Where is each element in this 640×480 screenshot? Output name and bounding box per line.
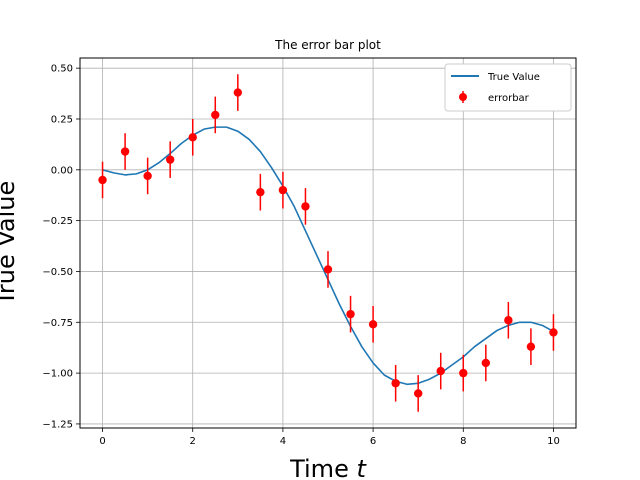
plot-area (80, 58, 576, 428)
y-axis-ticks: 0.50 0.25 0.00 −0.25 −0.50 −0.75 −1.00 −1.25 (42, 64, 80, 430)
errorbar-point (165, 155, 175, 164)
errorbar-point (278, 185, 288, 195)
errorbar-point (549, 328, 558, 337)
plot-frame (79, 57, 577, 429)
legend: True Value errorbar (444, 63, 572, 112)
errorbar-point (323, 265, 333, 274)
x-axis-label-variable: t (356, 455, 367, 480)
errorbar-point (391, 379, 400, 388)
chart-title: The error bar plot (274, 38, 381, 52)
y-tick-label: 0.00 (51, 165, 73, 176)
x-tick-label: 6 (370, 436, 376, 447)
errorbar-point (526, 342, 536, 351)
errorbar-point (413, 389, 423, 398)
y-tick-label: −1.00 (42, 369, 73, 380)
y-axis-label: True Value (0, 181, 20, 307)
y-tick-label: −0.75 (42, 318, 73, 329)
x-axis-label-main: Time (289, 455, 356, 480)
y-tick-label: 0.50 (51, 64, 73, 75)
errorbar-point (368, 320, 378, 329)
errorbar-point (120, 147, 130, 156)
errorbar-points (98, 74, 558, 412)
y-tick-label: −0.25 (42, 216, 73, 227)
x-tick-label: 10 (547, 436, 560, 447)
errorbar-point (98, 175, 107, 185)
x-tick-label: 0 (99, 436, 105, 447)
y-tick-label: −1.25 (42, 419, 73, 430)
errorbar-point (301, 202, 310, 211)
legend-label-true-value: True Value (487, 72, 540, 83)
errorbar-point (188, 133, 197, 142)
legend-marker-swatch (459, 93, 467, 101)
y-tick-label: −0.50 (42, 267, 73, 278)
legend-label-errorbar: errorbar (488, 93, 530, 104)
errorbar-point (256, 187, 265, 197)
errorbar-point (504, 316, 513, 325)
x-tick-label: 2 (190, 436, 196, 447)
y-tick-label: 0.25 (51, 114, 73, 125)
x-axis-ticks: 0 2 4 6 8 10 (99, 428, 560, 447)
errorbar-point (436, 366, 445, 376)
errorbar-point (211, 110, 220, 120)
x-tick-label: 8 (460, 436, 466, 447)
errorbar-point (233, 88, 243, 97)
errorbar-point (143, 171, 152, 181)
errorbar-point (481, 358, 491, 368)
errorbar-point (459, 368, 468, 378)
x-tick-label: 4 (280, 436, 286, 447)
errorbar-point (346, 309, 355, 319)
x-axis-label: Time t (289, 455, 367, 480)
